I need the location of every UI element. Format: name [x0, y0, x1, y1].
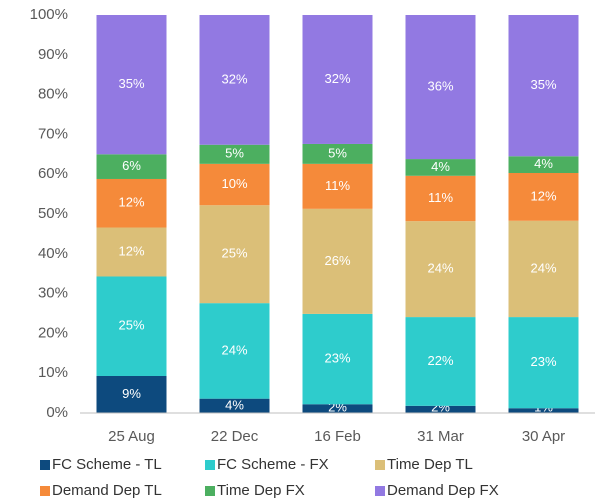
y-tick-label: 50% — [38, 205, 68, 222]
data-label: 11% — [428, 190, 453, 205]
bar-segment — [508, 220, 579, 318]
y-tick-label: 90% — [38, 46, 68, 63]
data-label: 12% — [530, 188, 556, 203]
bar-segment — [96, 15, 167, 155]
bar-segment — [96, 178, 167, 228]
x-tick-label: 31 Mar — [417, 428, 464, 445]
y-tick-label: 10% — [38, 364, 68, 381]
bar-segment — [405, 221, 476, 318]
data-label: 26% — [324, 253, 350, 268]
bar-segment — [302, 208, 373, 314]
y-tick-label: 100% — [30, 6, 68, 23]
bar-segment — [199, 144, 270, 164]
data-label: 12% — [118, 243, 144, 258]
legend-swatch — [205, 460, 215, 470]
bar-segment — [199, 398, 270, 413]
x-tick-label: 22 Dec — [211, 428, 259, 445]
x-tick-label: 25 Aug — [108, 428, 155, 445]
data-label: 32% — [221, 71, 247, 86]
data-label: 23% — [530, 354, 556, 369]
bar-segment — [96, 375, 167, 413]
y-tick-label: 30% — [38, 285, 68, 302]
data-label: 10% — [221, 176, 247, 191]
y-tick-label: 40% — [38, 245, 68, 262]
bar-segment — [508, 156, 579, 174]
legend-swatch — [205, 486, 215, 496]
bar-segment — [508, 15, 579, 157]
data-label: 23% — [324, 351, 350, 366]
legend-swatch — [375, 486, 385, 496]
legend-label: Demand Dep FX — [387, 482, 499, 499]
data-label: 25% — [118, 318, 144, 333]
bar-segment — [508, 173, 579, 221]
data-label: 5% — [328, 145, 347, 160]
data-label: 9% — [122, 386, 141, 401]
data-label: 32% — [324, 71, 350, 86]
y-tick-label: 20% — [38, 324, 68, 341]
data-label: 5% — [225, 146, 244, 161]
y-tick-label: 0% — [46, 404, 68, 421]
legend-label: FC Scheme - TL — [52, 456, 162, 473]
data-label: 12% — [118, 195, 144, 210]
data-label: 4% — [534, 156, 553, 171]
data-label: 24% — [530, 260, 556, 275]
bar-segment — [405, 405, 476, 413]
bar-segment — [199, 205, 270, 304]
bar-segment — [508, 317, 579, 409]
bar-segment — [199, 163, 270, 206]
legend-swatch — [40, 486, 50, 496]
bar-segment — [96, 227, 167, 277]
data-label: 35% — [530, 77, 556, 92]
data-label: 4% — [431, 159, 450, 174]
legend-swatch — [375, 460, 385, 470]
bar-segment — [302, 15, 373, 144]
bar-segment — [302, 143, 373, 164]
legend-swatch — [40, 460, 50, 470]
legend-label: Demand Dep TL — [52, 482, 162, 499]
data-label: 24% — [427, 261, 453, 276]
bar-segment — [302, 404, 373, 413]
x-tick-label: 16 Feb — [314, 428, 361, 445]
data-label: 11% — [325, 178, 350, 193]
x-tick-label: 30 Apr — [522, 428, 565, 445]
bar-segment — [405, 159, 476, 176]
data-label: 22% — [427, 353, 453, 368]
bar-segment — [405, 175, 476, 222]
data-label: 36% — [427, 78, 453, 93]
legend-label: Time Dep TL — [387, 456, 473, 473]
legend-label: FC Scheme - FX — [217, 456, 329, 473]
bar-segment — [96, 154, 167, 179]
legend-label: Time Dep FX — [217, 482, 305, 499]
data-label: 25% — [221, 246, 247, 261]
y-tick-label: 70% — [38, 125, 68, 142]
data-label: 6% — [122, 158, 141, 173]
bar-segment — [302, 163, 373, 209]
bar-segment — [405, 317, 476, 406]
y-tick-label: 80% — [38, 86, 68, 103]
bar-segment — [405, 15, 476, 160]
bar-segment — [508, 408, 579, 413]
data-label: 4% — [225, 397, 244, 412]
data-label: 24% — [221, 342, 247, 357]
y-tick-label: 60% — [38, 165, 68, 182]
bar-segment — [96, 276, 167, 376]
bar-segment — [199, 15, 270, 145]
data-label: 35% — [118, 76, 144, 91]
bar-segment — [199, 303, 270, 399]
bar-segment — [302, 313, 373, 405]
